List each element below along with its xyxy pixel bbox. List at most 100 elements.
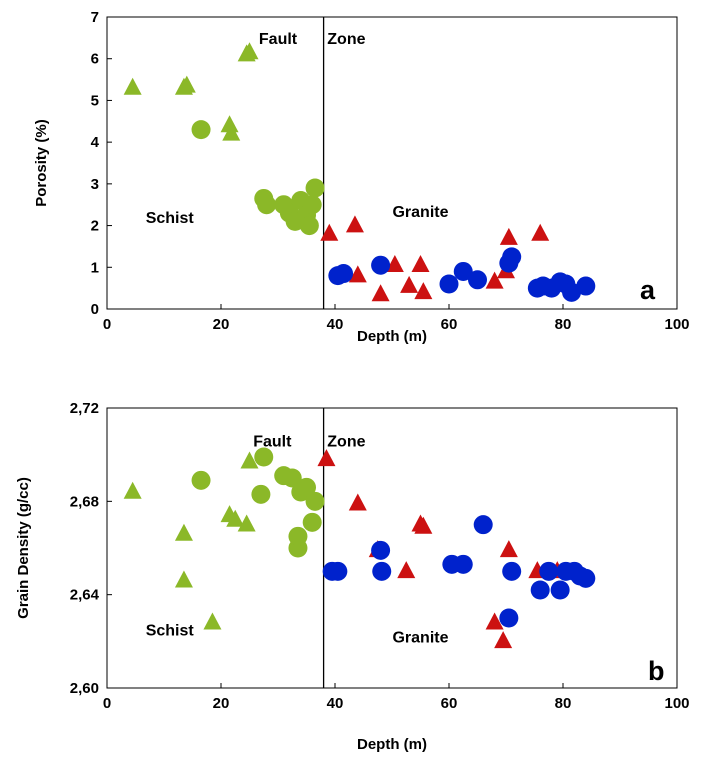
data-point-circle	[473, 515, 493, 535]
data-marks-a	[106, 16, 678, 310]
data-point-triangle	[123, 481, 142, 499]
data-point-triangle	[348, 265, 367, 283]
data-point-circle	[439, 274, 459, 294]
data-point-triangle	[400, 275, 419, 293]
data-point-circle	[334, 264, 354, 284]
x-tick-label: 0	[103, 695, 111, 712]
y-axis-label-b: Grain Density (g/cc)	[15, 477, 32, 619]
annotation-label: Schist	[146, 623, 195, 640]
data-point-circle	[576, 568, 596, 588]
y-tick-label: 7	[91, 9, 99, 26]
annotation-label: Fault	[259, 31, 298, 48]
data-point-triangle	[240, 42, 259, 60]
y-tick-label: 2,72	[70, 400, 99, 417]
data-point-triangle	[385, 255, 404, 272]
y-tick-label: 5	[91, 92, 99, 109]
annotation-label: Granite	[392, 204, 448, 221]
x-tick-labels-b: 0 20 40 60 80 100	[103, 695, 690, 712]
data-point-triangle	[414, 516, 433, 534]
x-tick-label: 100	[664, 695, 689, 712]
x-tick-label: 100	[664, 316, 689, 333]
x-tick-label: 60	[441, 316, 458, 333]
data-point-triangle	[485, 612, 504, 630]
panel-letter-b: b	[648, 656, 665, 686]
data-point-triangle	[174, 523, 193, 541]
data-point-circle	[305, 178, 325, 198]
panel-a: 0 20 40 60 80 100 0 1 2 3 4 5 6 7 Fault Zone Schist Gra…	[33, 9, 690, 345]
data-point-triangle	[203, 612, 222, 630]
data-point-circle	[305, 491, 325, 511]
data-point-circle	[191, 470, 211, 490]
y-tick-label: 2,68	[70, 493, 99, 510]
data-point-circle	[576, 276, 596, 296]
data-point-circle	[254, 447, 274, 467]
data-point-triangle	[499, 540, 518, 558]
x-axis-label-a: Depth (m)	[357, 328, 427, 345]
y-axis-label-a: Porosity (%)	[33, 119, 50, 207]
data-point-triangle	[345, 215, 364, 233]
data-point-triangle	[371, 284, 390, 302]
plot-frame-a	[106, 16, 678, 310]
annotation-label: Zone	[327, 31, 365, 48]
data-point-triangle	[317, 449, 336, 467]
data-point-triangle	[123, 77, 142, 95]
data-point-circle	[468, 270, 487, 290]
x-axis-label-b: Depth (m)	[357, 736, 427, 753]
x-tick-label: 80	[555, 316, 572, 333]
data-point-triangle	[222, 123, 241, 141]
y-tick-label: 2	[91, 218, 99, 235]
data-point-triangle	[174, 570, 193, 588]
data-point-circle	[502, 561, 522, 581]
data-point-triangle	[226, 509, 245, 527]
y-tick-label: 6	[91, 51, 99, 68]
y-tick-label: 2,60	[70, 680, 99, 697]
y-tick-label: 1	[91, 259, 99, 276]
data-point-circle	[191, 120, 211, 140]
data-point-circle	[499, 608, 519, 628]
data-point-triangle	[237, 514, 256, 532]
x-tick-labels-a: 0 20 40 60 80 100	[103, 316, 690, 333]
data-point-triangle	[499, 227, 518, 245]
data-point-circle	[288, 526, 308, 546]
annotation-label: Zone	[327, 434, 365, 451]
panel-b: 0 20 40 60 80 100 2,60 2,64 2,68 2,72 Fault Zone S…	[15, 400, 690, 753]
annotation-label: Schist	[146, 210, 195, 227]
annotations-a: Fault Zone Schist Granite	[146, 31, 449, 227]
data-point-circle	[297, 477, 316, 497]
data-point-circle	[328, 561, 348, 581]
data-point-circle	[257, 195, 277, 215]
panel-letter-a: a	[640, 275, 656, 305]
data-point-triangle	[240, 451, 259, 469]
x-tick-label: 60	[441, 695, 458, 712]
data-point-circle	[251, 484, 271, 504]
data-point-circle	[502, 247, 522, 267]
y-tick-label: 2,64	[70, 587, 100, 604]
annotation-label: Fault	[253, 434, 292, 451]
data-point-circle	[550, 580, 570, 600]
data-marks-b	[106, 407, 678, 689]
data-point-circle	[372, 561, 392, 581]
y-tick-labels-a: 0 1 2 3 4 5 6 7	[91, 9, 100, 318]
data-point-circle	[299, 216, 319, 236]
data-point-triangle	[348, 493, 367, 511]
data-point-triangle	[494, 631, 513, 649]
x-tick-label: 40	[327, 695, 344, 712]
data-point-circle	[371, 540, 391, 560]
data-point-circle	[302, 512, 322, 532]
data-point-triangle	[397, 561, 416, 579]
annotations-b: Fault Zone Schist Granite	[146, 434, 449, 647]
data-point-circle	[530, 580, 550, 600]
data-point-triangle	[414, 282, 433, 300]
y-tick-label: 3	[91, 176, 99, 193]
x-tick-label: 40	[327, 316, 344, 333]
data-point-circle	[539, 561, 559, 581]
data-point-circle	[302, 195, 322, 215]
y-tick-label: 4	[91, 134, 100, 151]
data-point-circle	[371, 255, 391, 275]
data-point-triangle	[411, 255, 430, 272]
data-point-triangle	[177, 75, 196, 93]
data-point-circle	[453, 554, 473, 574]
y-tick-labels-b: 2,60 2,64 2,68 2,72	[70, 400, 100, 697]
data-point-circle	[282, 468, 302, 488]
